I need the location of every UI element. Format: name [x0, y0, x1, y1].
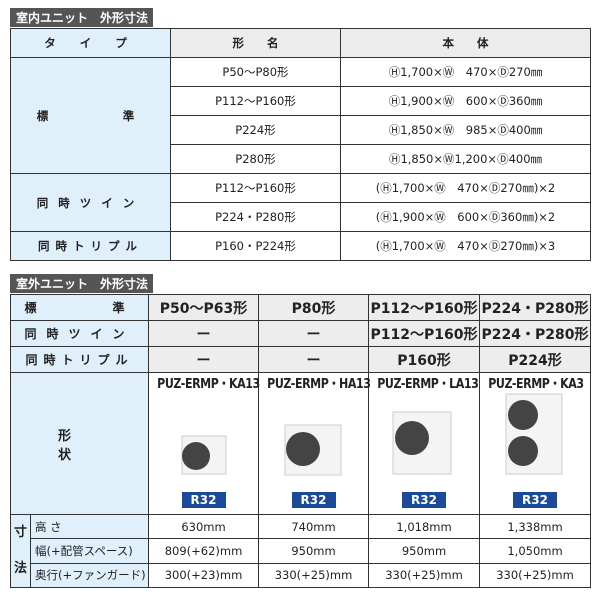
- value-cell: P50～P63形: [148, 294, 260, 321]
- model-cell: P112～P160形: [170, 173, 341, 203]
- unit-cell: PUZ-ERMP・KA3 R32: [479, 372, 592, 515]
- body-cell: (Ⓗ1,900×Ⓦ 600×Ⓓ360㎜)×2: [340, 202, 591, 232]
- outdoor-unit-image: [181, 435, 227, 475]
- model-cell: P224形: [170, 115, 341, 145]
- r32-badge: R32: [291, 492, 336, 508]
- value-cell: P112～P160形: [368, 294, 481, 321]
- body-cell: (Ⓗ1,700×Ⓦ 470×Ⓓ270㎜)×3: [340, 231, 591, 261]
- model-cell: P280形: [170, 144, 341, 174]
- value-cell: ー: [258, 320, 370, 347]
- shape-label: 形 状: [9, 372, 157, 515]
- body-cell: Ⓗ1,850×Ⓦ 985×Ⓓ400㎜: [340, 115, 591, 145]
- value-cell: P224・P280形: [479, 294, 592, 321]
- outdoor-dimensions-table: 標 準 P50～P63形 P80形 P112～P160形 P224・P280形 同時ツイ…: [9, 294, 592, 589]
- r32-badge: R32: [181, 492, 226, 508]
- unit-cell: PUZ-ERMP・KA13 R32: [148, 372, 260, 515]
- r32-badge: R32: [513, 492, 558, 508]
- unit-cell: PUZ-ERMP・HA13 R32: [258, 372, 371, 515]
- body-cell: Ⓗ1,900×Ⓦ 600×Ⓓ360㎜: [340, 86, 591, 116]
- dim-value: 1,338mm: [479, 513, 592, 540]
- dim-value: 300(+23)mm: [148, 562, 260, 589]
- model-name: PUZ-ERMP・KA3: [488, 377, 584, 392]
- model-cell: P160・P224形: [170, 231, 341, 261]
- unit-cell: PUZ-ERMP・LA13 R32: [368, 372, 481, 515]
- outdoor-unit-image: [505, 393, 563, 475]
- model-name: PUZ-ERMP・LA13: [377, 377, 479, 392]
- dimension-group-label: 寸法: [10, 514, 31, 588]
- dim-value: 740mm: [258, 513, 370, 540]
- value-cell: ー: [258, 346, 370, 373]
- value-cell: P160形: [368, 346, 481, 373]
- model-name: PUZ-ERMP・HA13: [267, 377, 371, 392]
- dim-label-height: 高 さ: [29, 513, 150, 540]
- value-cell: P224・P280形: [479, 320, 592, 347]
- dim-value: 809(+62)mm: [148, 538, 260, 564]
- value-cell: P80形: [258, 294, 370, 321]
- outdoor-section-title: 室外ユニット 外形寸法: [10, 274, 153, 293]
- dim-value: 1,050mm: [479, 538, 592, 564]
- value-cell: P112～P160形: [368, 320, 481, 347]
- body-cell: (Ⓗ1,700×Ⓦ 470×Ⓓ270㎜)×2: [340, 173, 591, 203]
- dim-label-depth: 奥行(+ファンガード): [29, 562, 150, 589]
- header-type: タ イ プ: [10, 28, 171, 58]
- header-model: 形 名: [170, 28, 341, 58]
- type-twin: 同時ツイン: [10, 173, 171, 232]
- value-cell: P224形: [479, 346, 592, 373]
- indoor-section-title: 室内ユニット 外形寸法: [10, 8, 153, 27]
- model-cell: P112～P160形: [170, 86, 341, 116]
- indoor-dimensions-table: タ イ プ形 名本 体 標 準 P50～P80形 Ⓗ1,700×Ⓦ 470×Ⓓ270…: [10, 28, 591, 261]
- dim-value: 1,018mm: [368, 513, 481, 540]
- row-triple-label: 同時トリプル: [9, 346, 150, 373]
- outdoor-unit-image: [392, 411, 452, 475]
- dim-value: 630mm: [148, 513, 260, 540]
- dim-char: 法: [13, 561, 27, 576]
- dim-value: 330(+25)mm: [368, 562, 481, 589]
- outdoor-unit-image: [284, 424, 342, 476]
- value-cell: ー: [148, 346, 260, 373]
- type-standard: 標 準: [10, 57, 171, 174]
- r32-badge: R32: [402, 492, 447, 508]
- dim-value: 330(+25)mm: [479, 562, 592, 589]
- header-body: 本 体: [340, 28, 591, 58]
- row-twin-label: 同時ツイン: [9, 320, 150, 347]
- row-standard-label: 標 準: [9, 294, 150, 321]
- value-cell: ー: [148, 320, 260, 347]
- model-cell: P50～P80形: [170, 57, 341, 87]
- dim-value: 330(+25)mm: [258, 562, 370, 589]
- model-name: PUZ-ERMP・KA13: [157, 377, 260, 392]
- dim-char: 寸: [13, 525, 27, 540]
- body-cell: Ⓗ1,850×Ⓦ1,200×Ⓓ400㎜: [340, 144, 591, 174]
- dim-value: 950mm: [368, 538, 481, 564]
- body-cell: Ⓗ1,700×Ⓦ 470×Ⓓ270㎜: [340, 57, 591, 87]
- dim-value: 950mm: [258, 538, 370, 564]
- model-cell: P224・P280形: [170, 202, 341, 232]
- dim-label-width: 幅(+配管スペース): [29, 538, 150, 564]
- type-triple: 同時トリプル: [10, 231, 171, 261]
